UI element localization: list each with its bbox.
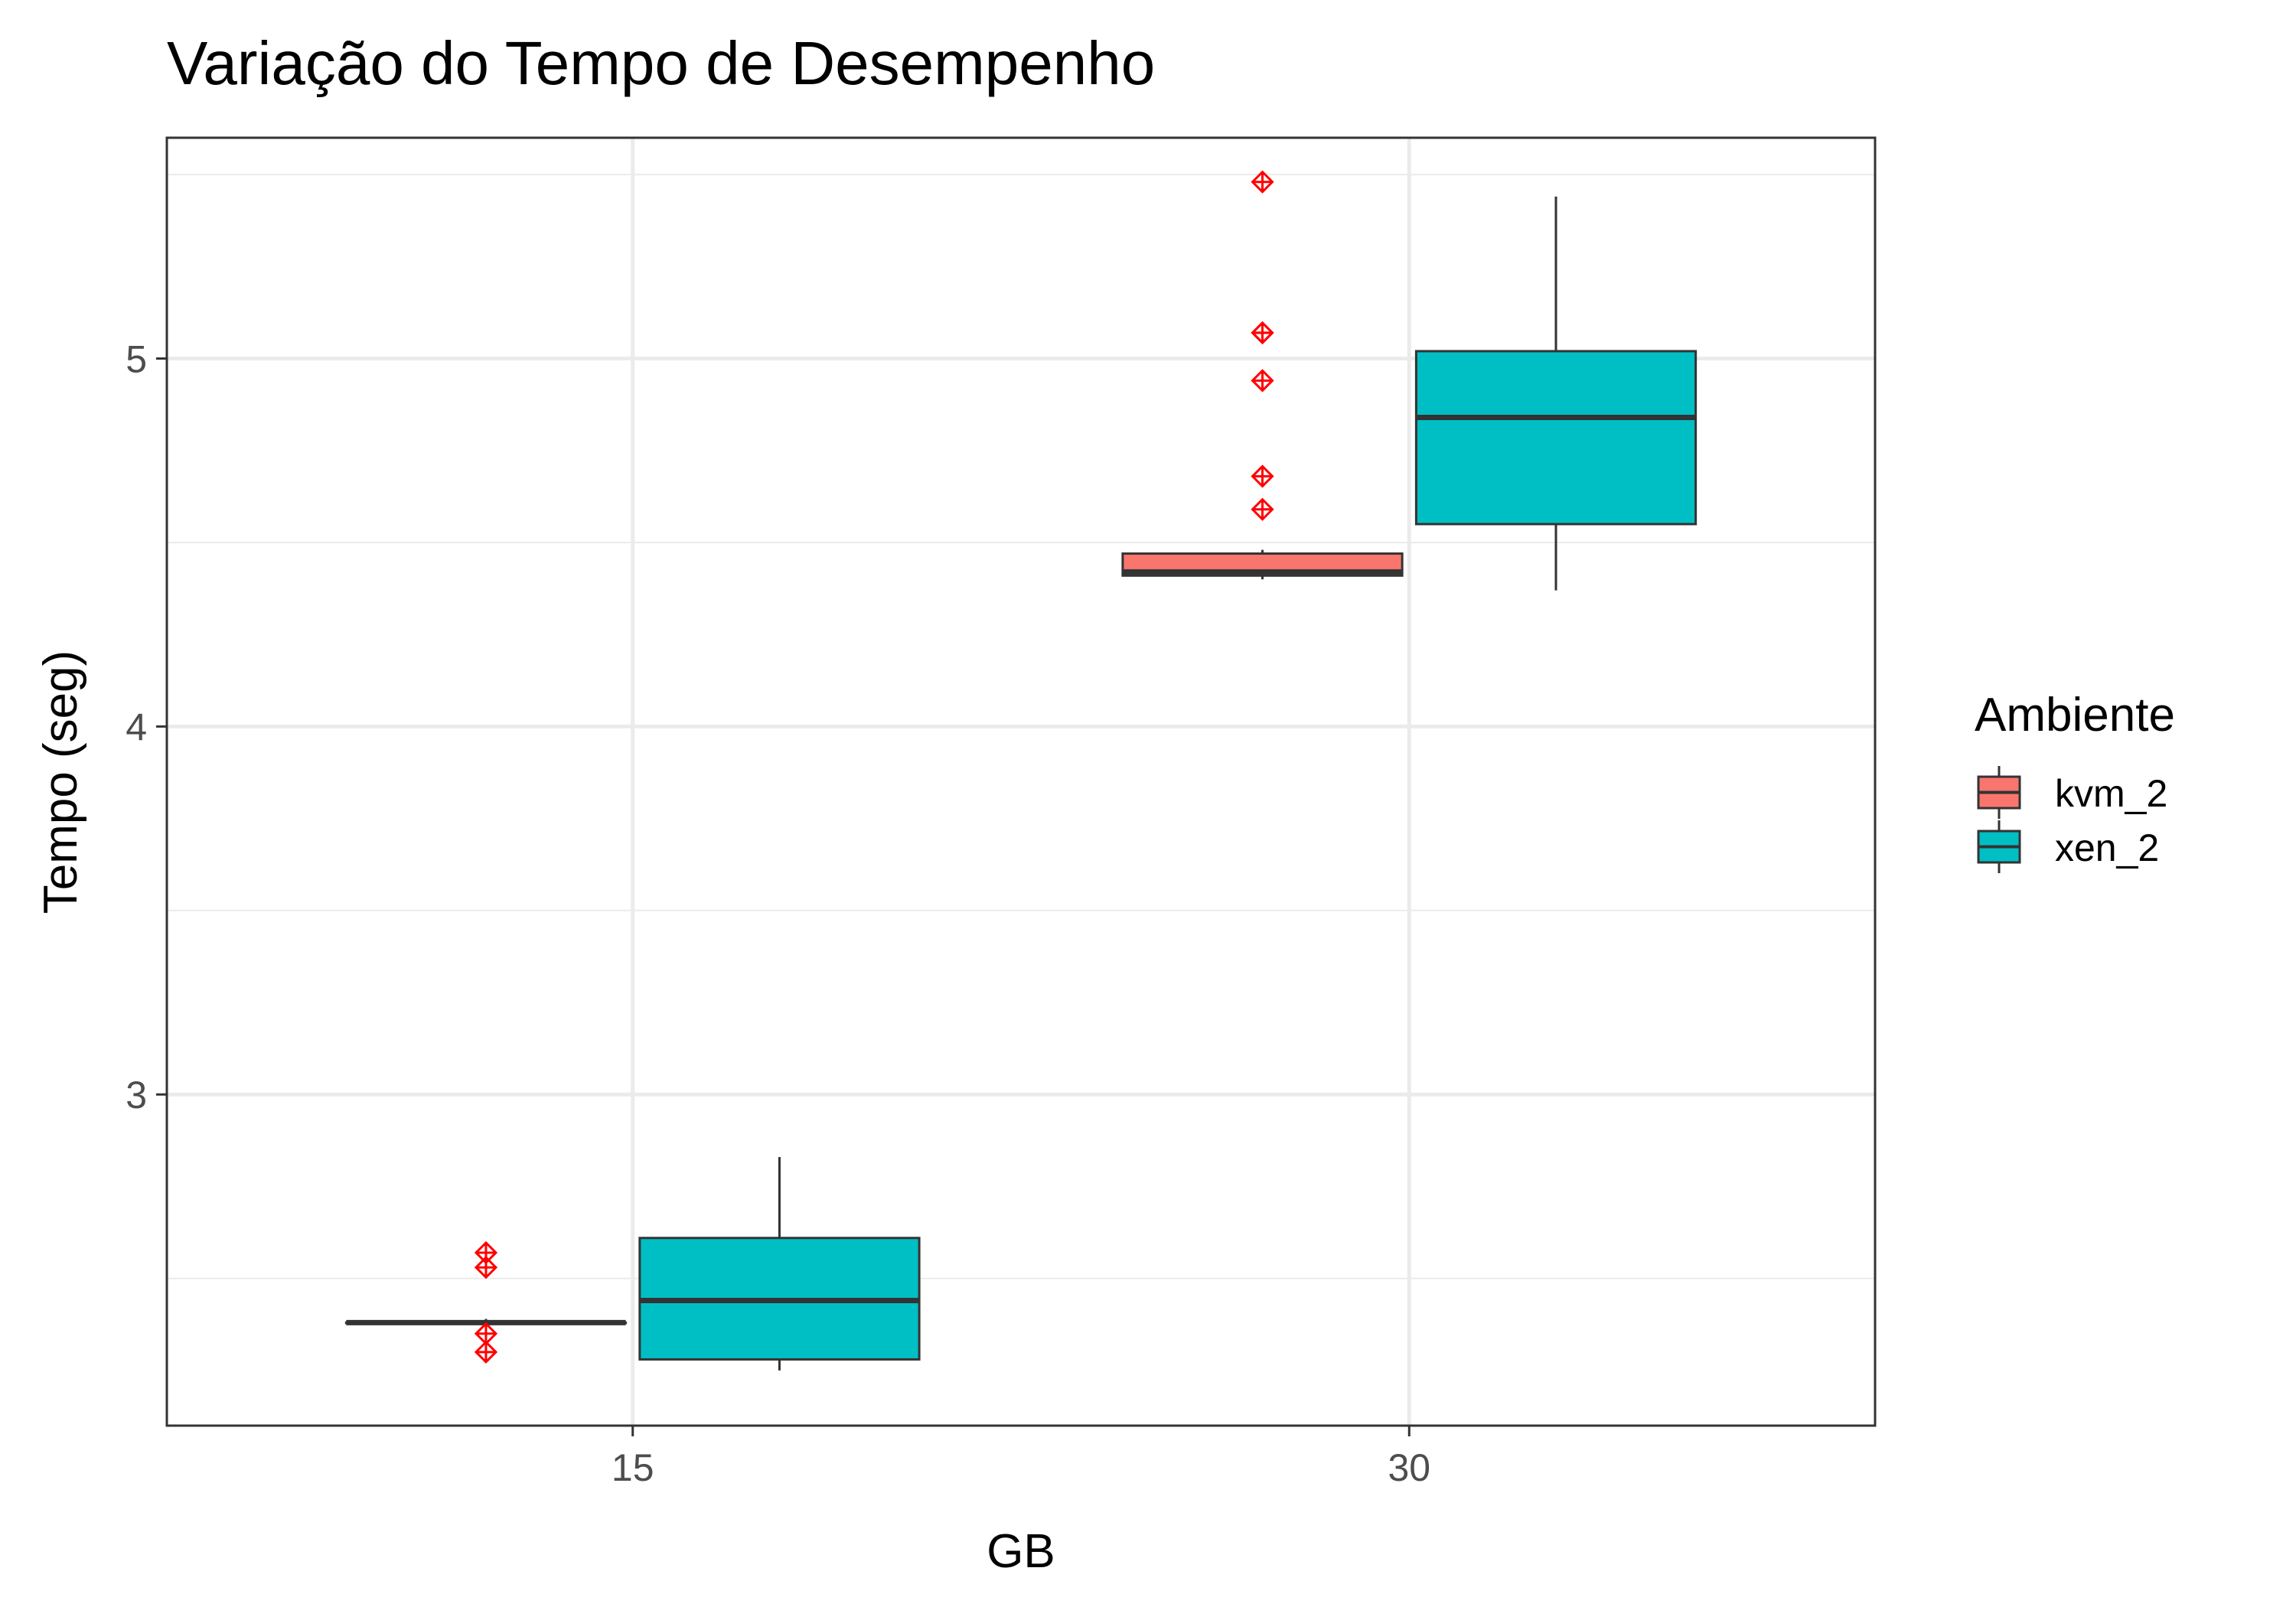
legend-label: kvm_2	[2055, 772, 2167, 815]
plot-background	[167, 138, 1875, 1426]
legend-item-kvm_2: kvm_2	[1977, 766, 2167, 819]
box-xen_2-30	[1414, 196, 1698, 591]
legend: Ambiente kvm_2 xen_2	[1975, 689, 2175, 873]
outlier-point	[474, 1340, 498, 1364]
outlier-diamond	[1251, 497, 1274, 521]
x-tick-label: 30	[1388, 1446, 1430, 1489]
x-axis-title: GB	[987, 1525, 1055, 1578]
outlier-point	[1251, 497, 1274, 521]
plot-panel-border	[165, 136, 1877, 1427]
outlier-point	[1251, 369, 1274, 393]
outlier-diamond	[474, 1322, 498, 1345]
outlier-point	[1251, 464, 1274, 488]
legend-title: Ambiente	[1975, 689, 2175, 742]
x-tick-label: 15	[612, 1446, 654, 1489]
box-kvm_2-15	[344, 1240, 628, 1364]
legend-item-xen_2: xen_2	[1977, 820, 2159, 873]
outlier-point	[474, 1322, 498, 1345]
outlier-diamond	[1251, 464, 1274, 488]
outlier-diamond	[1251, 369, 1274, 393]
outlier-point	[474, 1240, 498, 1265]
box-kvm_2-30	[1121, 170, 1404, 580]
axes: 3 4 5 15 30	[126, 338, 1430, 1489]
y-axis-title: Tempo (seg)	[34, 650, 87, 914]
box-layer	[344, 170, 1698, 1371]
chart-title: Variação do Tempo de Desempenho	[167, 29, 1155, 97]
outlier-diamond	[474, 1240, 498, 1265]
y-tick-label: 4	[126, 706, 147, 748]
outlier-point	[1251, 321, 1274, 344]
outlier-point	[1251, 170, 1274, 194]
legend-items: kvm_2 xen_2	[1977, 766, 2167, 873]
outlier-diamond	[1251, 170, 1274, 194]
legend-label: xen_2	[2055, 826, 2159, 869]
box-xen_2-15	[638, 1156, 921, 1371]
grid-lines	[167, 138, 1875, 1426]
box-body	[1414, 350, 1698, 526]
y-tick-label: 5	[126, 338, 147, 381]
outlier-diamond	[474, 1340, 498, 1364]
y-tick-label: 3	[126, 1074, 147, 1116]
